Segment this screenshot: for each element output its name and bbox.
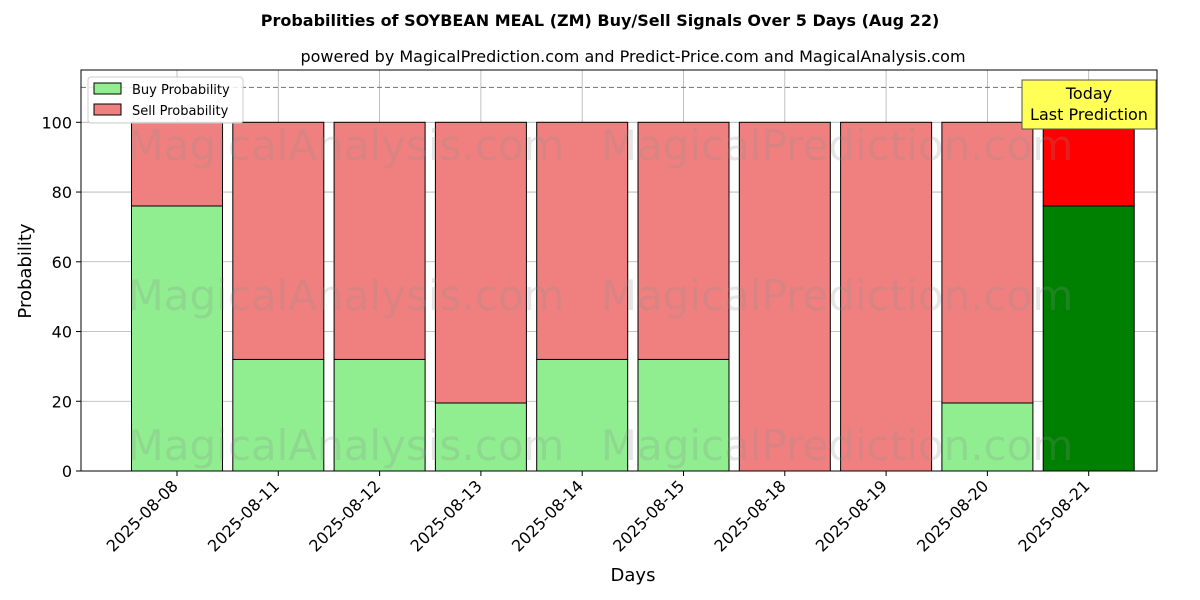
bars — [131, 121, 1135, 472]
x-tick-label: 2025-08-21 — [1014, 476, 1093, 555]
sell-bar — [840, 121, 933, 472]
watermark-text: MagicalAnalysis.com — [128, 121, 565, 170]
legend-swatch-sell — [93, 103, 122, 116]
plot-frame — [80, 69, 1158, 472]
y-tick-label: 40 — [52, 323, 72, 342]
legend-swatch-buy — [93, 82, 122, 95]
watermark-text: MagicalAnalysis.com — [128, 271, 565, 320]
buy-bar — [1042, 205, 1135, 472]
x-axis-label: Days — [611, 565, 656, 586]
buy-bar — [536, 358, 629, 472]
watermark-text: MagicalPrediction.com — [601, 421, 1074, 470]
x-tick-label: 2025-08-18 — [710, 476, 789, 555]
sell-bar — [131, 121, 223, 207]
y-axis-label: Probability — [15, 223, 36, 318]
sell-bar — [536, 121, 629, 360]
legend-box — [87, 76, 244, 124]
sell-bar — [637, 121, 730, 360]
x-tick-label: 2025-08-14 — [508, 476, 587, 555]
annotation-box — [1021, 79, 1157, 130]
sell-bar — [738, 121, 831, 472]
buy-bar — [333, 358, 426, 472]
watermark-text: MagicalPrediction.com — [601, 271, 1074, 320]
x-tick-label: 2025-08-20 — [913, 476, 992, 555]
y-axis: 0 20 40 60 80 100 — [41, 113, 81, 481]
sell-bar — [941, 121, 1034, 404]
x-tick-label: 2025-08-11 — [204, 476, 283, 555]
chart-subtitle: powered by MagicalPrediction.com and Pre… — [300, 47, 965, 66]
legend: Buy Probability Sell Probability — [87, 76, 244, 124]
x-tick-label: 2025-08-13 — [407, 476, 486, 555]
x-tick-label: 2025-08-19 — [812, 476, 891, 555]
legend-label-buy: Buy Probability — [132, 83, 230, 98]
watermark-text: MagicalAnalysis.com — [128, 421, 565, 470]
sell-bar — [232, 121, 325, 360]
x-tick-label: 2025-08-15 — [609, 476, 688, 555]
y-tick-label: 60 — [52, 253, 72, 272]
buy-bar — [131, 205, 223, 472]
x-tick-label: 2025-08-08 — [103, 476, 182, 555]
y-tick-label: 20 — [52, 392, 72, 411]
buy-bar — [941, 402, 1034, 472]
chart-title: Probabilities of SOYBEAN MEAL (ZM) Buy/S… — [261, 11, 940, 30]
x-axis: 2025-08-08 2025-08-11 2025-08-12 2025-08-13… — [103, 471, 1094, 556]
annotation-line-last-prediction: Last Prediction — [1030, 105, 1148, 124]
x-tick-label: 2025-08-12 — [305, 476, 384, 555]
y-tick-label: 0 — [62, 462, 72, 481]
watermark-text: MagicalPrediction.com — [601, 121, 1074, 170]
y-tick-label: 80 — [52, 183, 72, 202]
sell-bar — [333, 121, 426, 360]
sell-bar — [434, 121, 527, 404]
buy-bar — [637, 358, 730, 472]
legend-label-sell: Sell Probability — [132, 104, 229, 119]
y-tick-label: 100 — [41, 113, 72, 132]
today-annotation: Today Last Prediction — [1021, 79, 1157, 130]
watermarks: MagicalAnalysis.com MagicalPrediction.com… — [128, 121, 1074, 470]
annotation-line-today: Today — [1065, 84, 1112, 103]
